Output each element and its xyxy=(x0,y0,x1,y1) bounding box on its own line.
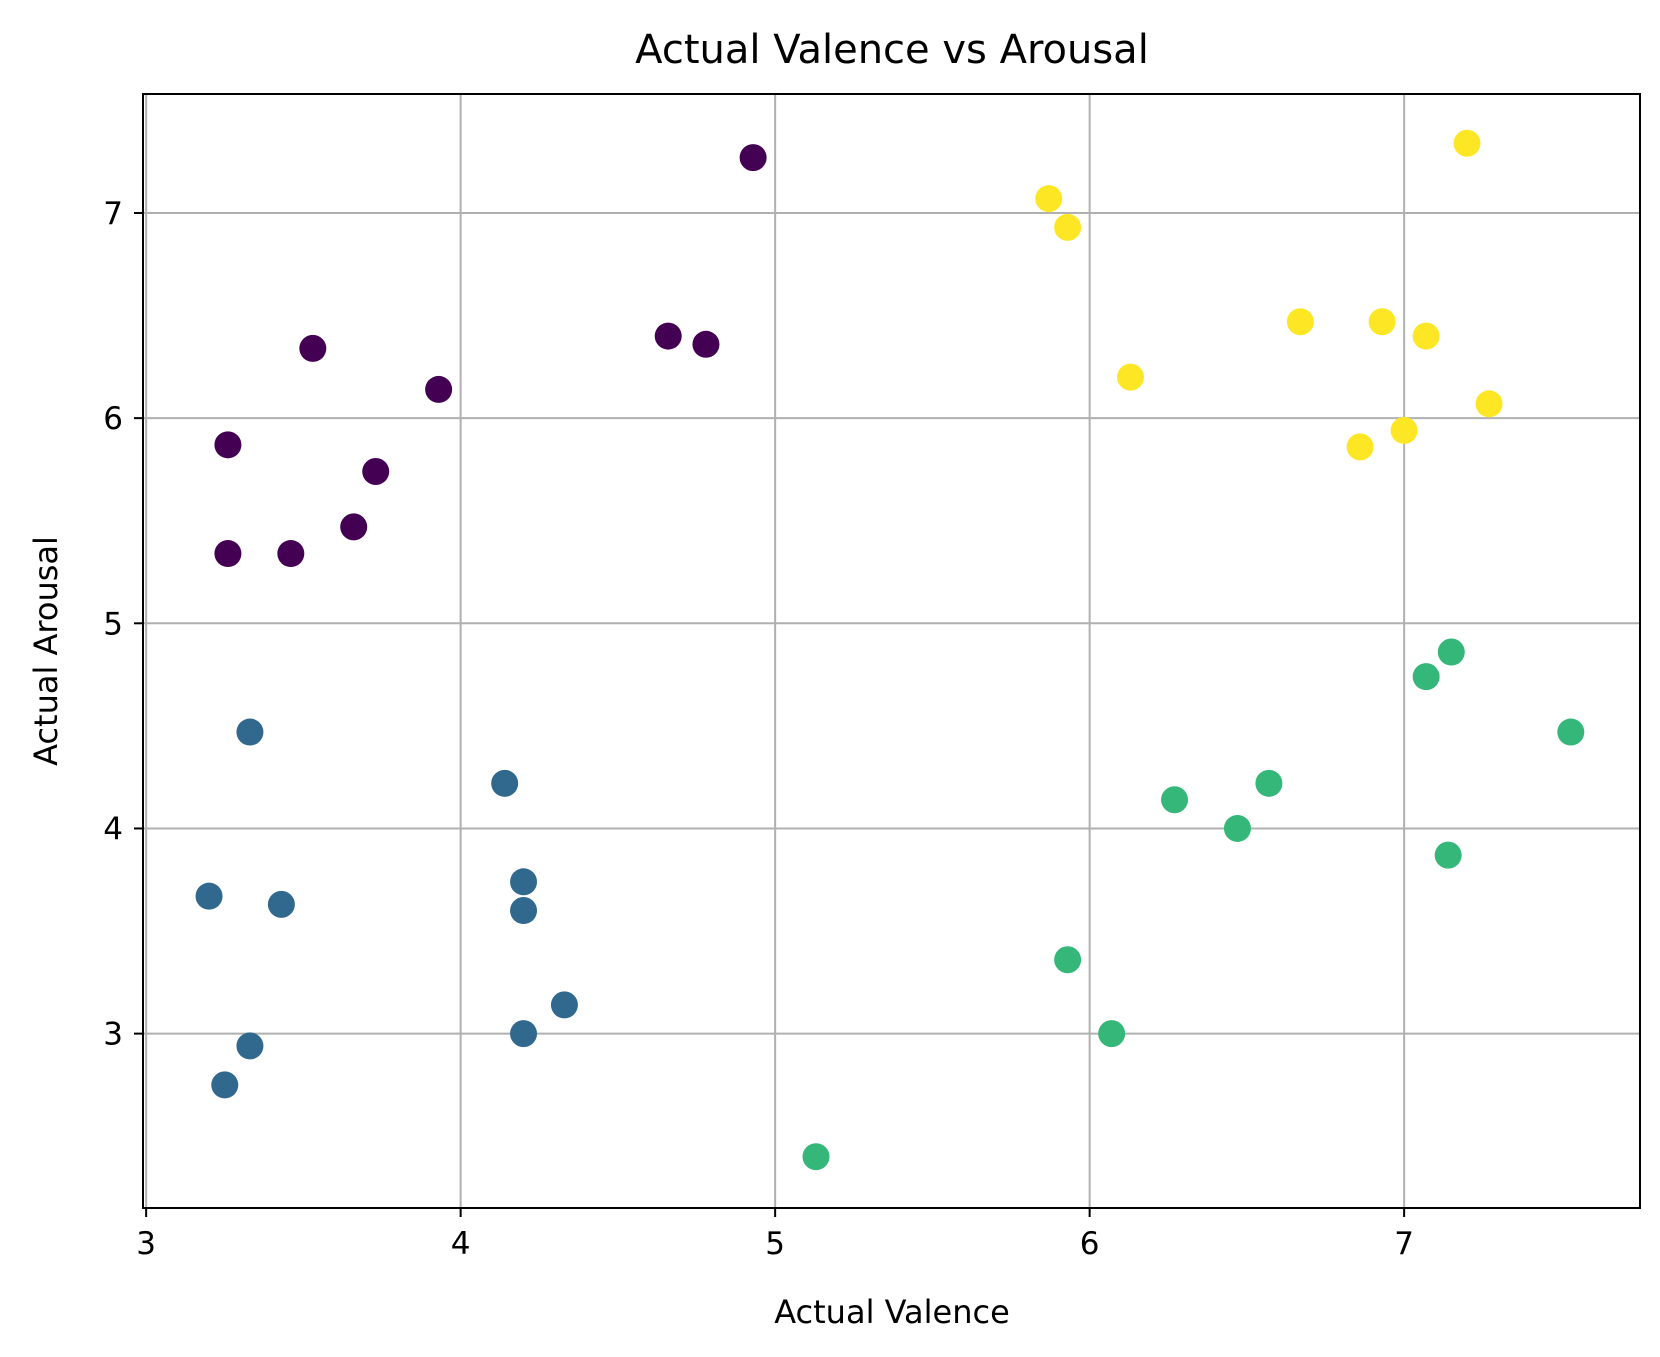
y-axis-ticks: 3 4 5 6 7 xyxy=(103,196,143,1053)
data-point-cluster-1 xyxy=(340,513,368,541)
data-point-cluster-2 xyxy=(510,868,538,896)
x-tick-label: 7 xyxy=(1394,1226,1414,1262)
x-tick-label: 5 xyxy=(765,1226,785,1262)
data-point-cluster-3 xyxy=(1223,814,1251,842)
y-tick-label: 6 xyxy=(103,401,123,437)
data-point-cluster-1 xyxy=(299,334,327,362)
data-point-cluster-1 xyxy=(362,457,390,485)
data-point-cluster-2 xyxy=(195,882,223,910)
data-point-cluster-1 xyxy=(277,540,305,568)
grid-lines xyxy=(143,94,1640,1208)
x-tick-label: 6 xyxy=(1080,1226,1100,1262)
data-point-cluster-3 xyxy=(1098,1020,1126,1048)
data-point-cluster-1 xyxy=(739,144,767,172)
y-tick-label: 4 xyxy=(103,811,123,847)
x-axis-ticks: 3 4 5 6 7 xyxy=(136,1208,1414,1262)
data-point-cluster-4 xyxy=(1475,390,1503,418)
y-axis-label: Actual Arousal xyxy=(27,536,65,766)
data-point-cluster-4 xyxy=(1390,416,1418,444)
x-axis-label: Actual Valence xyxy=(774,1293,1010,1331)
data-point-cluster-4 xyxy=(1346,433,1374,461)
data-point-cluster-1 xyxy=(214,540,242,568)
data-point-cluster-2 xyxy=(491,769,519,797)
data-point-cluster-4 xyxy=(1054,213,1082,241)
data-point-cluster-2 xyxy=(510,1020,538,1048)
data-point-cluster-2 xyxy=(236,718,264,746)
data-point-cluster-4 xyxy=(1117,363,1145,391)
data-point-cluster-1 xyxy=(214,431,242,459)
data-point-cluster-3 xyxy=(1161,786,1189,814)
data-point-cluster-4 xyxy=(1368,308,1396,336)
data-point-cluster-2 xyxy=(550,991,578,1019)
plot-frame xyxy=(142,93,1641,1209)
y-tick-label: 3 xyxy=(103,1017,123,1053)
data-point-cluster-4 xyxy=(1286,308,1314,336)
data-point-cluster-4 xyxy=(1412,322,1440,350)
data-point-cluster-2 xyxy=(236,1032,264,1060)
chart-title: Actual Valence vs Arousal xyxy=(635,27,1149,73)
data-point-cluster-3 xyxy=(1557,718,1585,746)
data-point-cluster-3 xyxy=(1412,663,1440,691)
data-point-cluster-3 xyxy=(802,1143,830,1171)
x-tick-label: 4 xyxy=(451,1226,471,1262)
data-point-cluster-2 xyxy=(510,897,538,925)
y-tick-label: 7 xyxy=(103,196,123,232)
data-point-cluster-3 xyxy=(1255,769,1283,797)
data-point-cluster-4 xyxy=(1035,185,1063,213)
data-point-cluster-1 xyxy=(692,330,720,358)
data-point-cluster-1 xyxy=(425,375,453,403)
data-point-cluster-4 xyxy=(1453,129,1481,157)
data-point-cluster-2 xyxy=(267,890,295,918)
data-point-cluster-3 xyxy=(1054,946,1082,974)
y-tick-label: 5 xyxy=(103,606,123,642)
data-point-cluster-2 xyxy=(211,1071,239,1099)
x-tick-label: 3 xyxy=(136,1226,156,1262)
data-point-cluster-3 xyxy=(1434,841,1462,869)
data-point-cluster-3 xyxy=(1437,638,1465,666)
data-point-cluster-1 xyxy=(654,322,682,350)
data-points xyxy=(195,129,1585,1171)
